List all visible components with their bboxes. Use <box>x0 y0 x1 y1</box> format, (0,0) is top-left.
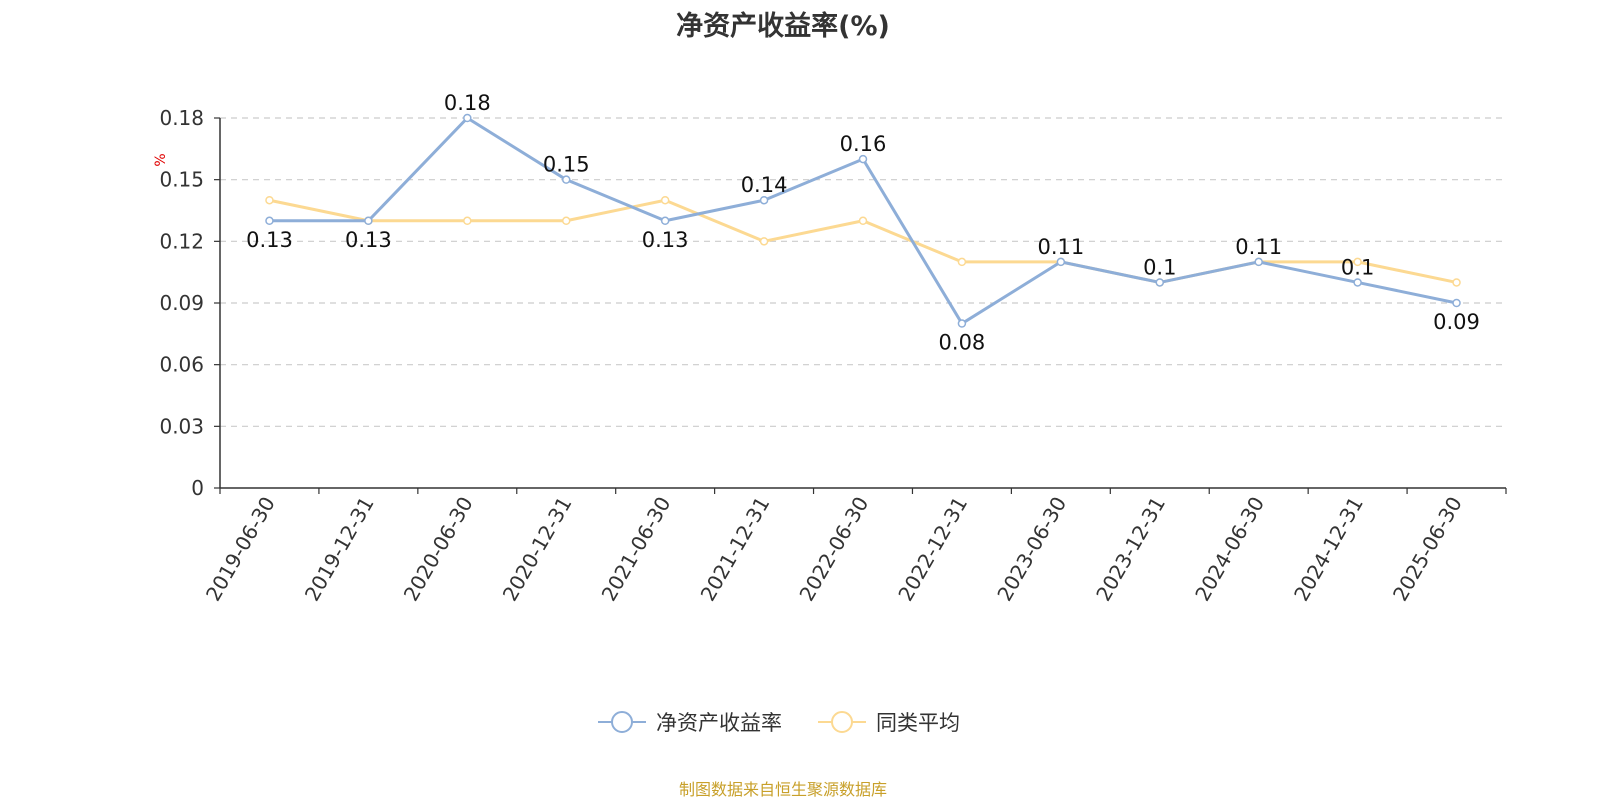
data-point <box>660 216 670 226</box>
data-label: 0.13 <box>642 228 689 252</box>
chart-title: 净资产收益率(%) <box>676 11 890 42</box>
legend-label: 净资产收益率 <box>656 711 782 735</box>
data-label: 0.18 <box>444 91 491 115</box>
x-tick-label: 2019-06-30 <box>201 493 280 606</box>
x-tick-label: 2020-12-31 <box>498 493 577 606</box>
grid-lines <box>220 117 1506 427</box>
y-tick-label: 0.09 <box>159 291 204 315</box>
y-tick-label: 0.18 <box>159 106 204 130</box>
data-point <box>265 195 274 205</box>
data-point <box>660 195 670 205</box>
x-tick-label: 2022-12-31 <box>893 493 972 606</box>
data-point <box>957 257 967 267</box>
data-point <box>561 216 571 226</box>
x-tick-label: 2024-12-31 <box>1289 493 1368 606</box>
x-tick-label: 2020-06-30 <box>399 493 478 606</box>
y-tick-label: 0.12 <box>159 229 204 253</box>
data-label: 0.1 <box>1143 255 1176 279</box>
legend-label: 同类平均 <box>876 711 960 735</box>
data-point <box>1353 257 1362 267</box>
data-point <box>1452 298 1461 308</box>
x-tick-label: 2025-06-30 <box>1388 493 1467 606</box>
data-label: 0.09 <box>1433 310 1480 334</box>
data-label: 0.16 <box>840 132 887 156</box>
data-point <box>364 216 373 226</box>
series-lines <box>265 113 1461 328</box>
x-tick-label: 2023-12-31 <box>1091 493 1170 606</box>
data-point <box>1353 278 1362 287</box>
source-note: 制图数据来自恒生聚源数据库 <box>678 780 887 799</box>
x-tick-label: 2021-06-30 <box>597 493 676 606</box>
data-point <box>957 319 967 328</box>
data-point <box>463 113 472 123</box>
x-tick-label: 2021-12-31 <box>696 493 775 606</box>
data-labels: 0.13 0.13 0.18 0.15 0.13 0.14 0.16 0.08 0.11 0.1 0… <box>246 91 1480 355</box>
legend-marker <box>611 711 633 733</box>
legend[interactable]: 净资产收益率 同类平均 <box>598 711 960 735</box>
y-axis-unit-label: % <box>153 153 169 166</box>
data-label: 0.14 <box>741 173 788 197</box>
data-point <box>858 154 868 164</box>
data-label: 0.11 <box>1235 235 1282 259</box>
data-label: 0.1 <box>1341 255 1374 279</box>
x-tick-label: 2024-06-30 <box>1190 493 1269 606</box>
x-tick-label: 2019-12-31 <box>300 493 379 606</box>
legend-item-0[interactable]: 净资产收益率 <box>598 711 782 735</box>
y-tick-label: 0.06 <box>159 353 204 377</box>
legend-item-1[interactable]: 同类平均 <box>818 711 960 735</box>
data-point <box>1254 257 1263 267</box>
y-tick-labels: 0 0.03 0.06 0.09 0.12 0.15 0.18 <box>159 106 220 500</box>
data-label: 0.13 <box>345 228 392 252</box>
x-tick-label: 2022-06-30 <box>794 493 873 606</box>
data-point <box>1452 278 1461 287</box>
data-point <box>265 216 274 226</box>
y-tick-label: 0.15 <box>159 168 204 192</box>
y-tick-label: 0 <box>191 476 204 500</box>
data-point <box>1155 278 1165 287</box>
data-label: 0.11 <box>1037 235 1084 259</box>
data-label: 0.13 <box>246 228 293 252</box>
data-point <box>759 237 769 246</box>
data-point <box>858 216 868 226</box>
legend-marker <box>831 711 853 733</box>
data-point <box>463 216 472 226</box>
x-tick-label: 2023-06-30 <box>992 493 1071 606</box>
data-point <box>561 175 571 184</box>
data-point <box>759 195 769 205</box>
data-point <box>1056 257 1066 267</box>
data-label: 0.15 <box>543 153 590 177</box>
y-tick-label: 0.03 <box>159 414 204 438</box>
data-label: 0.08 <box>939 331 986 355</box>
x-tick-labels: 2019-06-30 2019-12-31 2020-06-30 2020-12-31… <box>201 488 1507 606</box>
